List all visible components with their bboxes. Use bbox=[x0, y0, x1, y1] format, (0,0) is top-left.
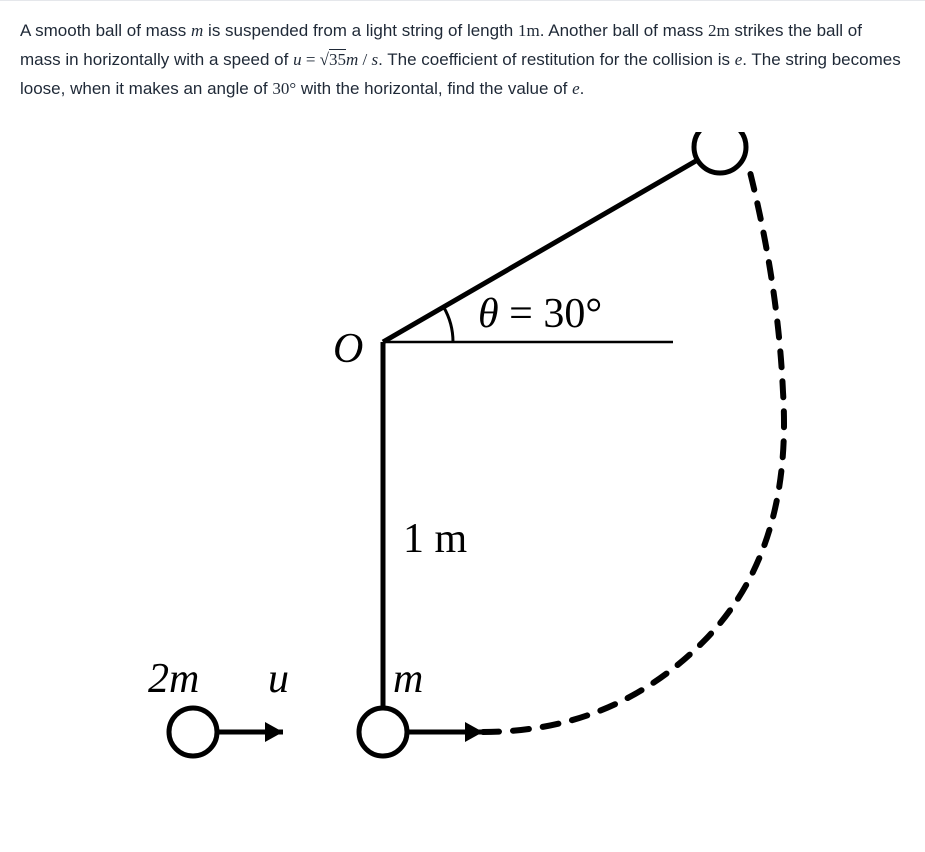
length-label: 1 m bbox=[403, 516, 468, 562]
speed-eq: u = √35m / s bbox=[293, 50, 378, 69]
text-seg: . Another ball of mass bbox=[540, 21, 708, 40]
text-seg: strikes bbox=[730, 21, 784, 40]
text-seg: collision is bbox=[653, 50, 735, 69]
text-seg: of bbox=[553, 79, 572, 98]
mass2-label: 2m bbox=[148, 656, 199, 702]
angle-val: 30° bbox=[272, 79, 296, 98]
coef-e2: e bbox=[572, 79, 580, 98]
angle-label: θ = 30° bbox=[478, 291, 602, 337]
text-seg: is suspended from a light string of leng… bbox=[203, 21, 518, 40]
ball-2m bbox=[169, 708, 217, 756]
velocity-label: u bbox=[268, 656, 289, 702]
problem-statement: A smooth ball of mass m is suspended fro… bbox=[20, 17, 905, 104]
top-ball bbox=[694, 132, 746, 173]
mass-2m: 2m bbox=[708, 21, 730, 40]
mass-m: m bbox=[191, 21, 203, 40]
text-seg: A smooth ball of mass bbox=[20, 21, 191, 40]
ball-m bbox=[359, 708, 407, 756]
arrow-2m-head bbox=[265, 722, 283, 742]
mass1-label: m bbox=[393, 656, 423, 702]
text-seg: with the horizontal, find the value bbox=[296, 79, 548, 98]
length-val: 1m bbox=[518, 21, 540, 40]
origin-label: O bbox=[333, 326, 363, 372]
trajectory-dash bbox=[483, 164, 784, 732]
text-seg: . The coefficient of restitution for the bbox=[378, 50, 648, 69]
physics-diagram: O θ = 30° 1 m 2m u m bbox=[83, 132, 843, 772]
diagram-svg: O θ = 30° 1 m 2m u m bbox=[83, 132, 843, 772]
diagram-container: O θ = 30° 1 m 2m u m bbox=[20, 132, 905, 772]
text-seg: . bbox=[580, 79, 585, 98]
angle-arc bbox=[443, 307, 452, 342]
